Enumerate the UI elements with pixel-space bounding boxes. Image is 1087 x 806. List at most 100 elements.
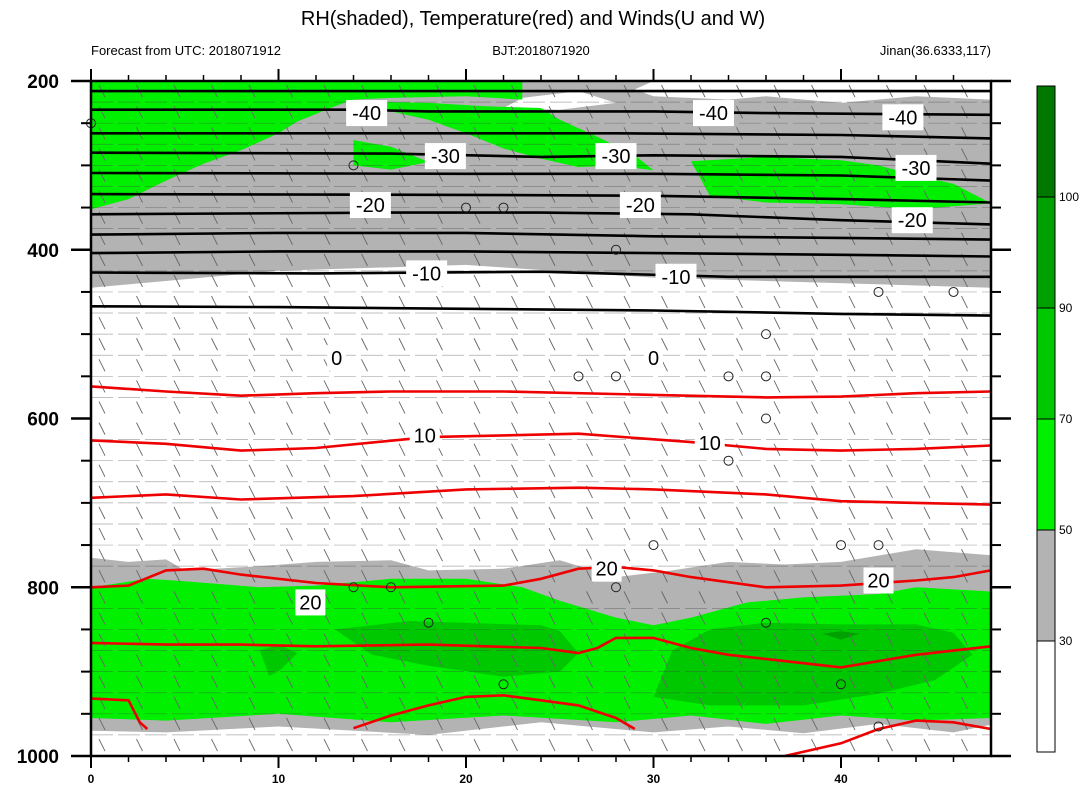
- wind-barb: [848, 127, 856, 140]
- wind-barb: [136, 422, 143, 435]
- black-isotherm: [90, 304, 992, 317]
- wind-barb: [923, 738, 931, 752]
- wind-barb: [961, 190, 968, 203]
- wind-barb: [136, 696, 143, 710]
- wind-barb: [173, 591, 181, 604]
- wind-barb: [511, 253, 518, 267]
- calm-circle: [461, 202, 471, 213]
- wind-barb: [586, 548, 593, 562]
- rh-white-area: [503, 91, 616, 110]
- wind-barb: [136, 612, 143, 625]
- contour-label-box: [619, 192, 661, 219]
- wind-barb: [473, 506, 481, 520]
- wind-barb: [361, 527, 368, 541]
- contour-label-box: [346, 100, 388, 127]
- wind-barb: [211, 738, 218, 752]
- contour-label: 20: [299, 592, 321, 614]
- wind-barb: [623, 591, 631, 604]
- wind-barb: [473, 548, 481, 562]
- wind-barb: [548, 359, 556, 372]
- wind-barb: [736, 148, 743, 161]
- wind-barb: [586, 612, 593, 625]
- wind-barb: [323, 464, 331, 478]
- wind-barb: [773, 190, 781, 203]
- wind-barb: [398, 253, 406, 267]
- black-isotherm: [90, 211, 992, 226]
- wind-barb: [286, 738, 293, 752]
- wind-barb: [211, 148, 218, 161]
- wind-barb: [886, 506, 893, 520]
- wind-barb: [248, 506, 256, 520]
- wind-barb: [511, 506, 518, 520]
- wind-barb: [661, 380, 668, 393]
- wind-barb: [773, 295, 781, 309]
- wind-barb: [323, 443, 331, 456]
- wind-barb: [136, 654, 143, 667]
- wind-barb: [586, 295, 593, 309]
- wind-barb: [398, 717, 406, 731]
- wind-barb: [623, 506, 631, 520]
- wind-barb: [286, 316, 293, 330]
- wind-barb: [398, 654, 406, 667]
- wind-barb: [286, 654, 293, 667]
- wind-barb: [323, 696, 331, 710]
- wind-barb: [548, 675, 556, 688]
- wind-barb: [623, 654, 631, 667]
- wind-barb: [136, 548, 143, 562]
- wind-barb: [248, 274, 256, 288]
- wind-barb: [248, 106, 256, 119]
- wind-barb: [961, 148, 968, 161]
- wind-barb: [811, 633, 818, 646]
- wind-barb: [98, 316, 106, 330]
- wind-barb: [886, 169, 893, 182]
- wind-barb: [436, 464, 443, 478]
- wind-barb: [473, 612, 481, 625]
- rh-green-area: [353, 101, 654, 171]
- calm-circle: [873, 721, 884, 732]
- wind-barb: [248, 633, 256, 646]
- wind-barb: [511, 738, 518, 752]
- wind-barb: [623, 675, 631, 688]
- wind-barb: [961, 338, 968, 351]
- wind-barb: [436, 338, 443, 351]
- wind-barb: [211, 527, 218, 541]
- wind-barb: [173, 316, 181, 330]
- wind-barb: [211, 675, 218, 688]
- wind-barb: [511, 190, 518, 203]
- wind-barb: [886, 633, 893, 646]
- wind-barb: [586, 591, 593, 604]
- wind-barb: [698, 338, 706, 351]
- wind-barb: [473, 190, 481, 203]
- wind-barb: [548, 253, 556, 267]
- wind-barb: [811, 570, 818, 583]
- contour-label: -20: [898, 210, 927, 232]
- wind-barb: [473, 696, 481, 710]
- wind-barb: [961, 591, 968, 604]
- wind-barb: [436, 654, 443, 667]
- wind-barb: [361, 548, 368, 562]
- wind-barb: [961, 316, 968, 330]
- wind-barb: [848, 506, 856, 520]
- wind-barb: [511, 654, 518, 667]
- wind-barb: [361, 738, 368, 752]
- wind-barb: [473, 401, 481, 414]
- wind-barb: [661, 422, 668, 435]
- wind-barb: [323, 401, 331, 414]
- wind-barb: [361, 591, 368, 604]
- wind-barb: [623, 738, 631, 752]
- wind-barb: [473, 274, 481, 288]
- wind-barb: [473, 295, 481, 309]
- wind-barb: [848, 548, 856, 562]
- wind-barb: [811, 401, 818, 414]
- wind-barb: [248, 422, 256, 435]
- wind-barb: [661, 506, 668, 520]
- wind-barb: [736, 570, 743, 583]
- wind-barb: [736, 675, 743, 688]
- wind-barb: [473, 738, 481, 752]
- wind-barb: [173, 696, 181, 710]
- wind-barb: [323, 717, 331, 731]
- wind-barb: [173, 717, 181, 731]
- wind-barb: [361, 169, 368, 182]
